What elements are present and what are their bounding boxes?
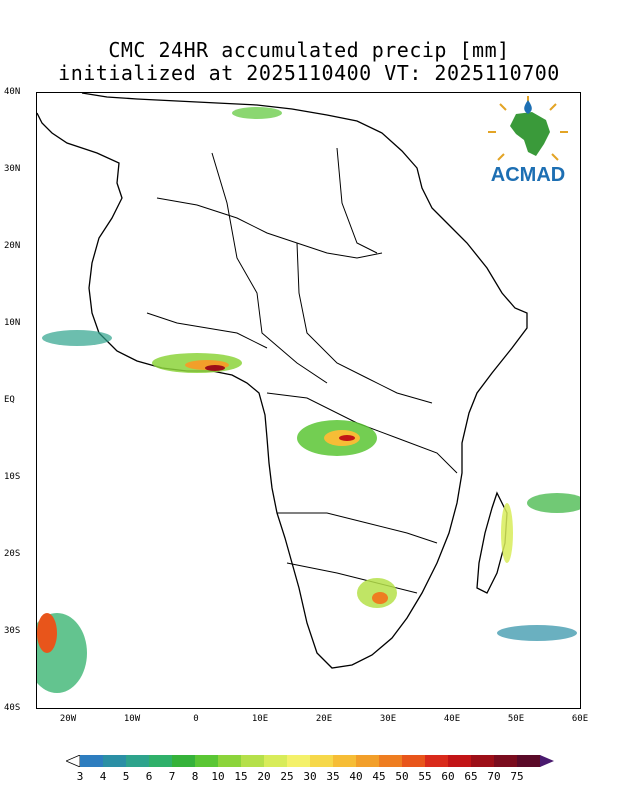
colorbar (66, 755, 554, 767)
colorbar-label: 55 (418, 770, 432, 783)
colorbar-label: 6 (145, 770, 153, 783)
lat-label: 40N (4, 87, 21, 97)
colorbar-label: 40 (349, 770, 363, 783)
colorbar-swatch (517, 755, 541, 767)
lat-label: 30S (4, 626, 21, 636)
colorbar-label: 25 (280, 770, 294, 783)
colorbar-swatch (103, 755, 127, 767)
colorbar-label: 15 (234, 770, 248, 783)
colorbar-swatch (402, 755, 426, 767)
lon-label: 60E (571, 714, 589, 724)
lon-label: 10E (251, 714, 269, 724)
colorbar-label: 60 (441, 770, 455, 783)
colorbar-label: 30 (303, 770, 317, 783)
chart-title-line1: CMC 24HR accumulated precip [mm] (108, 38, 510, 62)
colorbar-swatch (448, 755, 472, 767)
lon-label: 50E (507, 714, 525, 724)
colorbar-label: 35 (326, 770, 340, 783)
lat-label: 30N (4, 164, 21, 174)
africa-coastline (37, 93, 528, 669)
acmad-logo-text: ACMAD (490, 164, 566, 186)
colorbar-label: 70 (487, 770, 501, 783)
lat-label: 20S (4, 549, 21, 559)
colorbar-swatch (356, 755, 380, 767)
colorbar-label: 10 (211, 770, 225, 783)
precip-field (37, 107, 580, 693)
lat-label: 10N (4, 318, 21, 328)
lon-label: 30E (379, 714, 397, 724)
colorbar-swatch (379, 755, 403, 767)
precip-map[interactable] (36, 92, 581, 709)
colorbar-label: 8 (191, 770, 199, 783)
colorbar-swatch (287, 755, 311, 767)
colorbar-label: 7 (168, 770, 176, 783)
colorbar-label: 5 (122, 770, 130, 783)
colorbar-swatch (494, 755, 518, 767)
lon-label: 20W (59, 714, 77, 724)
colorbar-swatch (149, 755, 173, 767)
colorbar-swatch (218, 755, 242, 767)
colorbar-label: 50 (395, 770, 409, 783)
colorbar-swatch (333, 755, 357, 767)
country-borders (146, 147, 458, 594)
colorbar-swatch (264, 755, 288, 767)
colorbar-swatch (310, 755, 334, 767)
colorbar-over-arrow (540, 755, 554, 767)
colorbar-label: 45 (372, 770, 386, 783)
lon-label: 20E (315, 714, 333, 724)
lat-label: 40S (4, 703, 21, 713)
lon-label: 0 (193, 714, 199, 724)
colorbar-swatch (471, 755, 495, 767)
colorbar-swatch (126, 755, 150, 767)
colorbar-swatch (172, 755, 196, 767)
lon-label: 40E (443, 714, 461, 724)
colorbar-swatch (80, 755, 104, 767)
colorbar-label: 75 (510, 770, 524, 783)
lon-label: 10W (123, 714, 141, 724)
chart-title-line2: initialized at 2025110400 VT: 2025110700 (58, 61, 560, 85)
colorbar-label: 20 (257, 770, 271, 783)
colorbar-label: 4 (99, 770, 107, 783)
acmad-logo-icon (488, 96, 568, 161)
colorbar-label: 3 (76, 770, 84, 783)
lat-label: 10S (4, 472, 21, 482)
colorbar-label: 65 (464, 770, 478, 783)
lat-label: EQ (4, 395, 15, 405)
colorbar-swatch (425, 755, 449, 767)
map-canvas (37, 93, 580, 693)
colorbar-swatch (241, 755, 265, 767)
colorbar-under-arrow (66, 755, 81, 767)
colorbar-swatch (195, 755, 219, 767)
lat-label: 20N (4, 241, 21, 251)
